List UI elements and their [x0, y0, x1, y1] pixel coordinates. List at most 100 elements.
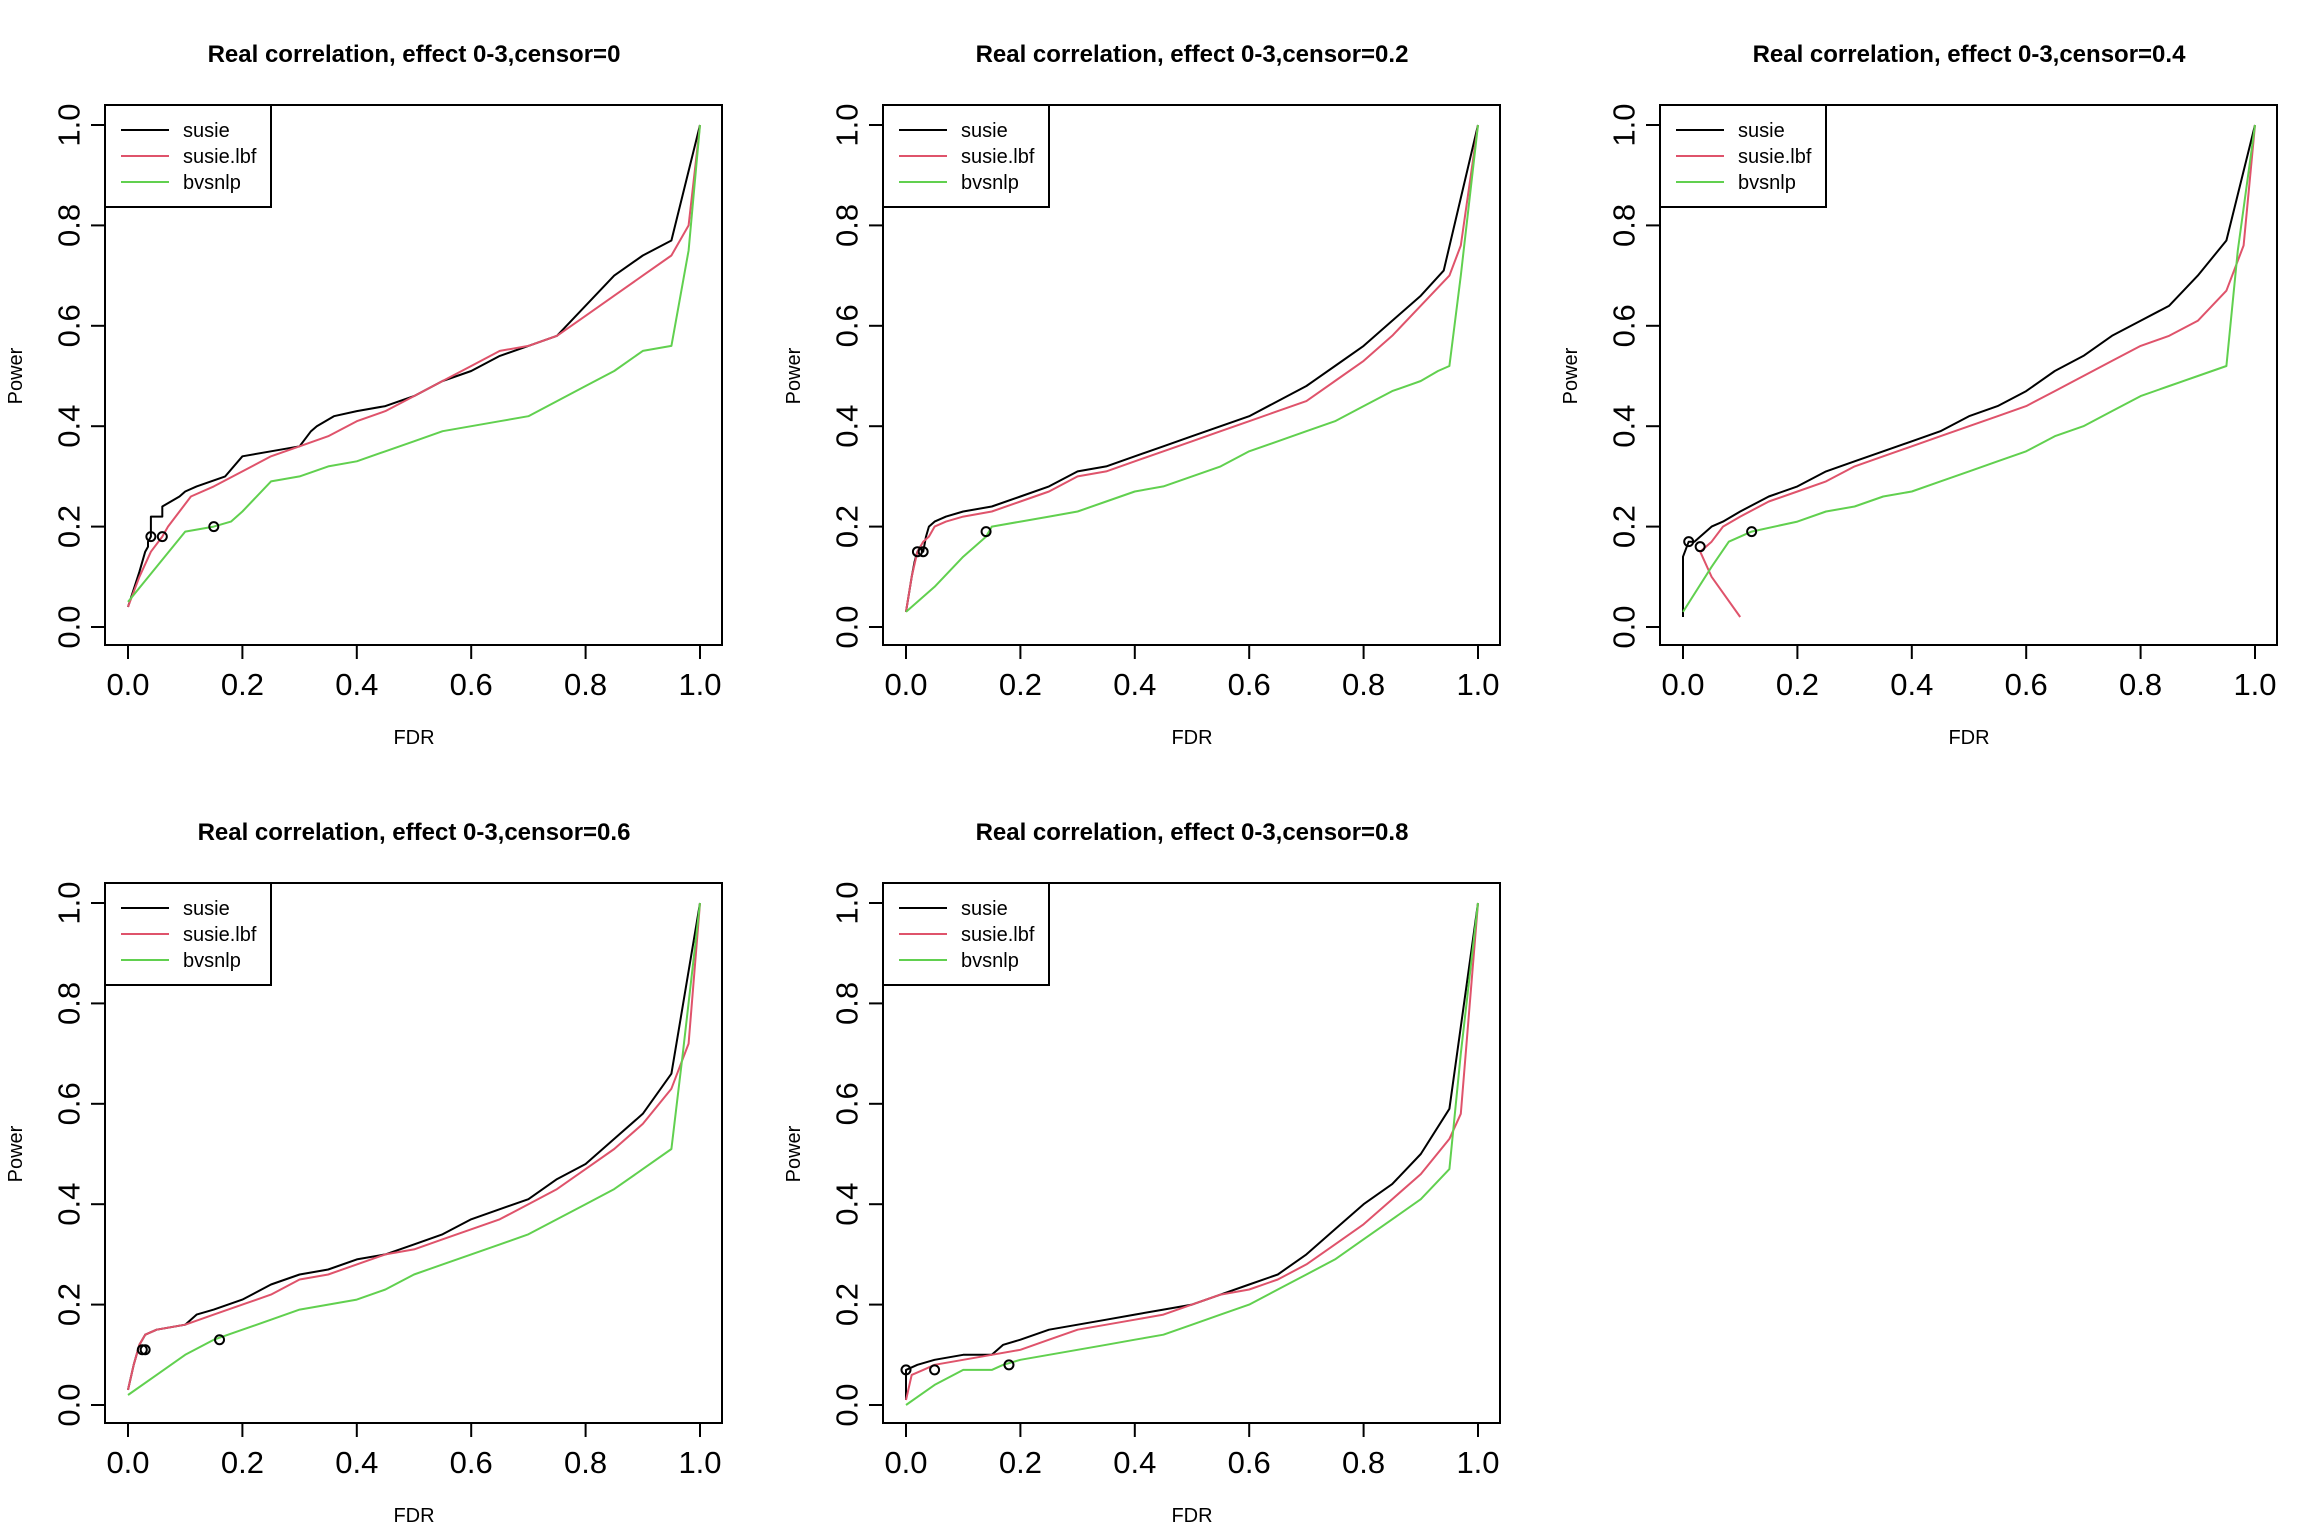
threshold-point-marker: [900, 1364, 912, 1376]
legend-label: bvsnlp: [961, 950, 1019, 972]
y-tick-label: 0.4: [830, 405, 865, 448]
x-tick-label: 0.2: [221, 1445, 264, 1480]
threshold-point-marker: [1003, 1359, 1015, 1371]
x-tick-label: 1.0: [678, 1445, 721, 1480]
series-line-bvsnlp: [905, 902, 1479, 1406]
x-tick-label: 0.0: [1661, 667, 1704, 702]
threshold-point-marker: [214, 1334, 226, 1346]
threshold-point-marker: [1694, 541, 1706, 553]
chart-title: Real correlation, effect 0-3,censor=0: [208, 41, 621, 68]
legend-label: susie: [961, 120, 1008, 142]
y-axis-label: Power: [1560, 347, 1582, 404]
chart-panel-3: Real correlation, effect 0-3,censor=0.4 0…: [1560, 41, 2278, 749]
y-tick-label: 1.0: [52, 881, 87, 924]
y-tick-label: 0.2: [830, 505, 865, 548]
x-tick-label: 1.0: [678, 667, 721, 702]
x-axis-label: FDR: [1171, 727, 1212, 749]
threshold-point-marker: [208, 521, 220, 533]
chart-panel-2: Real correlation, effect 0-3,censor=0.2 0…: [783, 41, 1501, 749]
y-tick-label: 0.8: [830, 204, 865, 247]
y-tick-label: 0.6: [52, 1082, 87, 1125]
y-tick-label: 0.0: [830, 1383, 865, 1426]
x-tick-label: 1.0: [1456, 1445, 1499, 1480]
x-tick-label: 0.0: [884, 667, 927, 702]
y-tick-label: 0.8: [52, 204, 87, 247]
legend-label: susie.lbf: [183, 146, 257, 168]
x-tick-label: 0.6: [1228, 1445, 1271, 1480]
series-line-bvsnlp: [905, 124, 1479, 613]
series-line-bvsnlp: [127, 124, 701, 603]
y-axis-label: Power: [783, 1125, 805, 1182]
y-tick-label: 1.0: [52, 103, 87, 146]
y-tick-label: 1.0: [830, 103, 865, 146]
x-tick-label: 0.6: [450, 1445, 493, 1480]
legend: susie susie.lbf bvsnlp: [104, 882, 272, 986]
legend: susie susie.lbf bvsnlp: [1659, 104, 1827, 208]
legend-label: susie.lbf: [1738, 146, 1812, 168]
y-tick-label: 0.8: [52, 982, 87, 1025]
chart-title: Real correlation, effect 0-3,censor=0.4: [1753, 41, 2187, 68]
series-line-susie: [905, 902, 1479, 1400]
y-axis-label: Power: [5, 1125, 27, 1182]
x-tick-label: 0.0: [106, 1445, 149, 1480]
x-axis-label: FDR: [393, 1505, 434, 1527]
series-line-susie-lbf: [127, 902, 701, 1391]
x-tick-label: 0.8: [2119, 667, 2162, 702]
y-axis-label: Power: [5, 347, 27, 404]
x-tick-label: 0.8: [1342, 1445, 1385, 1480]
legend-label: susie: [183, 898, 230, 920]
series-line-bvsnlp: [127, 902, 701, 1396]
y-tick-label: 0.4: [1607, 405, 1642, 448]
x-tick-label: 0.2: [1776, 667, 1819, 702]
threshold-point-marker: [139, 1344, 151, 1356]
chart-panel-4: Real correlation, effect 0-3,censor=0.6 0…: [5, 819, 723, 1527]
series-line-susie: [1682, 124, 2256, 617]
threshold-point-marker: [1683, 536, 1695, 548]
legend-label: susie: [1738, 120, 1785, 142]
chart-title: Real correlation, effect 0-3,censor=0.8: [976, 819, 1409, 846]
x-tick-label: 0.6: [2005, 667, 2048, 702]
x-tick-label: 1.0: [2233, 667, 2276, 702]
threshold-point-marker: [929, 1364, 941, 1376]
threshold-point-marker: [980, 526, 992, 538]
x-tick-label: 0.4: [335, 1445, 378, 1480]
y-tick-label: 0.0: [830, 605, 865, 648]
legend: susie susie.lbf bvsnlp: [882, 882, 1050, 986]
y-tick-label: 0.2: [52, 505, 87, 548]
x-tick-label: 0.0: [884, 1445, 927, 1480]
legend-label: susie.lbf: [183, 924, 257, 946]
legend-label: susie.lbf: [961, 924, 1035, 946]
y-tick-label: 0.0: [52, 1383, 87, 1426]
y-tick-label: 0.4: [830, 1183, 865, 1226]
x-tick-label: 0.4: [335, 667, 378, 702]
x-tick-label: 0.4: [1113, 1445, 1156, 1480]
y-tick-label: 0.6: [830, 304, 865, 347]
chart-panel-1: Real correlation, effect 0-3,censor=0 0.0…: [5, 41, 723, 749]
y-tick-label: 0.2: [52, 1283, 87, 1326]
x-axis-label: FDR: [1171, 1505, 1212, 1527]
x-tick-label: 0.2: [221, 667, 264, 702]
chart-title: Real correlation, effect 0-3,censor=0.2: [976, 41, 1409, 68]
y-tick-label: 0.8: [830, 982, 865, 1025]
y-tick-label: 0.0: [52, 605, 87, 648]
x-tick-label: 0.6: [1228, 667, 1271, 702]
x-tick-label: 0.2: [999, 667, 1042, 702]
chart-panel-5: Real correlation, effect 0-3,censor=0.8 0…: [783, 819, 1501, 1527]
threshold-point-marker: [156, 531, 168, 543]
legend-label: susie.lbf: [961, 146, 1035, 168]
x-tick-label: 0.8: [564, 667, 607, 702]
legend: susie susie.lbf bvsnlp: [104, 104, 272, 208]
y-tick-label: 1.0: [1607, 103, 1642, 146]
y-tick-label: 0.4: [52, 1183, 87, 1226]
y-tick-label: 0.2: [830, 1283, 865, 1326]
threshold-point-marker: [911, 546, 923, 558]
legend-label: susie: [183, 120, 230, 142]
y-tick-label: 0.6: [1607, 304, 1642, 347]
y-tick-label: 1.0: [830, 881, 865, 924]
x-tick-label: 0.2: [999, 1445, 1042, 1480]
x-axis-label: FDR: [1948, 727, 1989, 749]
legend: susie susie.lbf bvsnlp: [882, 104, 1050, 208]
threshold-point-marker: [1746, 526, 1758, 538]
series-line-susie-lbf: [905, 124, 1479, 613]
